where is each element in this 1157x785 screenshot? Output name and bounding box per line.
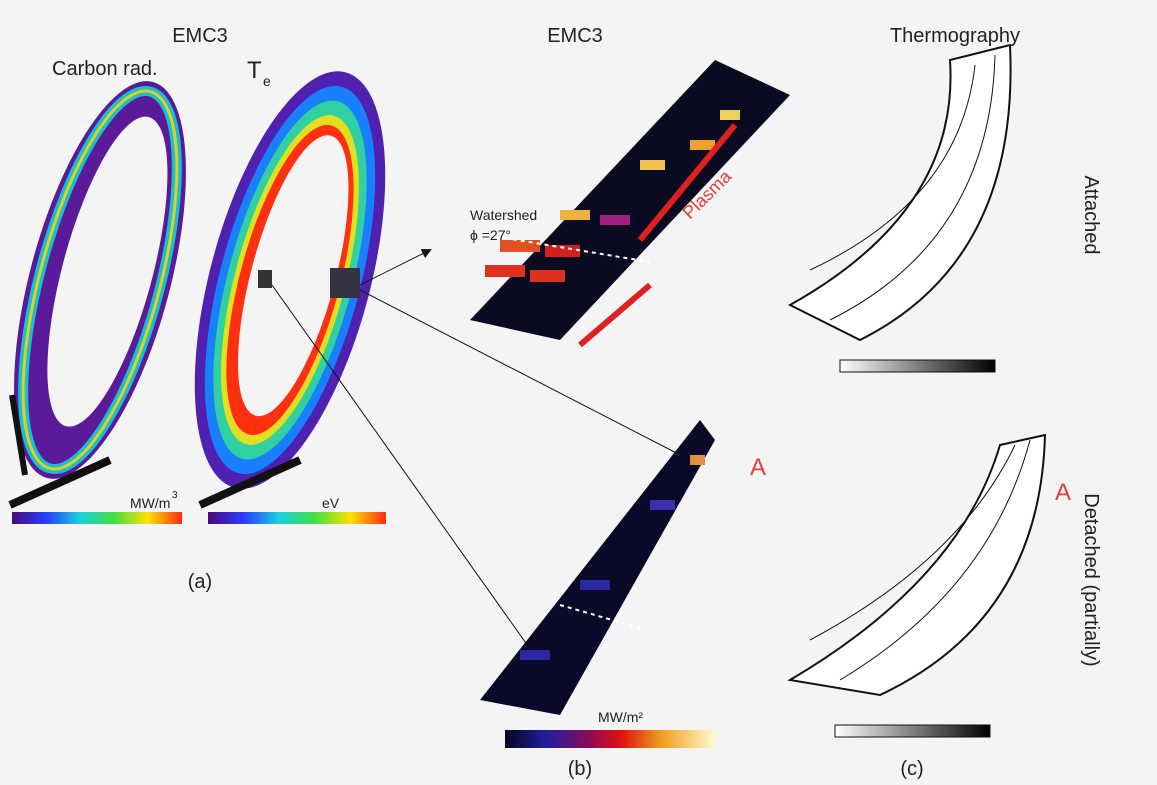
strip-detached	[480, 420, 715, 715]
shape	[505, 730, 715, 748]
shape	[359, 249, 432, 286]
shape	[560, 210, 590, 220]
shape	[834, 724, 991, 738]
shape	[485, 265, 525, 277]
shape	[809, 439, 1031, 681]
shape	[520, 650, 550, 660]
marker: A	[750, 454, 766, 481]
carbon-rad-map	[14, 81, 186, 479]
shape	[720, 110, 740, 120]
unit: MW/m	[130, 495, 170, 511]
te-map	[194, 71, 386, 489]
shape	[8, 456, 112, 509]
shape	[580, 580, 610, 590]
shape	[600, 215, 630, 225]
label: Carbon rad.	[52, 58, 158, 80]
shape	[809, 54, 996, 321]
shape	[637, 123, 738, 242]
caption: (c)	[900, 758, 923, 780]
caption: (a)	[188, 571, 212, 593]
shape	[21, 89, 179, 471]
shape	[839, 359, 996, 373]
label: ϕ =27°	[470, 227, 511, 243]
unit: MW/m²	[598, 709, 643, 725]
label: T	[247, 57, 262, 84]
strip-attached	[470, 60, 790, 340]
state-label: Detached (partially)	[1080, 493, 1102, 666]
unit: eV	[322, 495, 340, 511]
state-label: Attached	[1080, 176, 1102, 255]
panel-b: EMC3 Watershed ϕ =27° Plasma A MW/m² (b)	[470, 25, 790, 780]
panel-c: Thermography Attached A Detached (partia…	[787, 25, 1102, 780]
unit-sup: 3	[172, 490, 178, 501]
thermo-attached	[787, 43, 1012, 342]
shape	[330, 268, 360, 298]
thermo-detached	[787, 433, 1047, 697]
shape	[504, 237, 651, 263]
panel-title: Thermography	[890, 25, 1020, 47]
caption: (b)	[568, 758, 592, 780]
shape	[271, 284, 547, 672]
shape	[208, 512, 386, 524]
shape	[359, 289, 692, 461]
shape	[578, 282, 652, 348]
label: Watershed	[470, 207, 537, 223]
shape	[237, 135, 349, 417]
marker: A	[1055, 479, 1071, 506]
shape	[12, 512, 182, 524]
shape	[690, 455, 705, 465]
label-sub: e	[263, 73, 271, 89]
shape	[650, 500, 675, 510]
panel-title: EMC3	[547, 25, 603, 47]
shape	[198, 456, 302, 509]
shape	[258, 270, 272, 288]
shape	[640, 160, 665, 170]
shape	[690, 140, 715, 150]
shape	[559, 604, 641, 629]
shape	[47, 116, 168, 427]
panel-a: EMC3 Carbon rad. T e MW/m 3 eV (a)	[8, 25, 692, 672]
shape	[9, 394, 28, 476]
shape	[530, 270, 565, 282]
panel-title: EMC3	[172, 25, 228, 47]
